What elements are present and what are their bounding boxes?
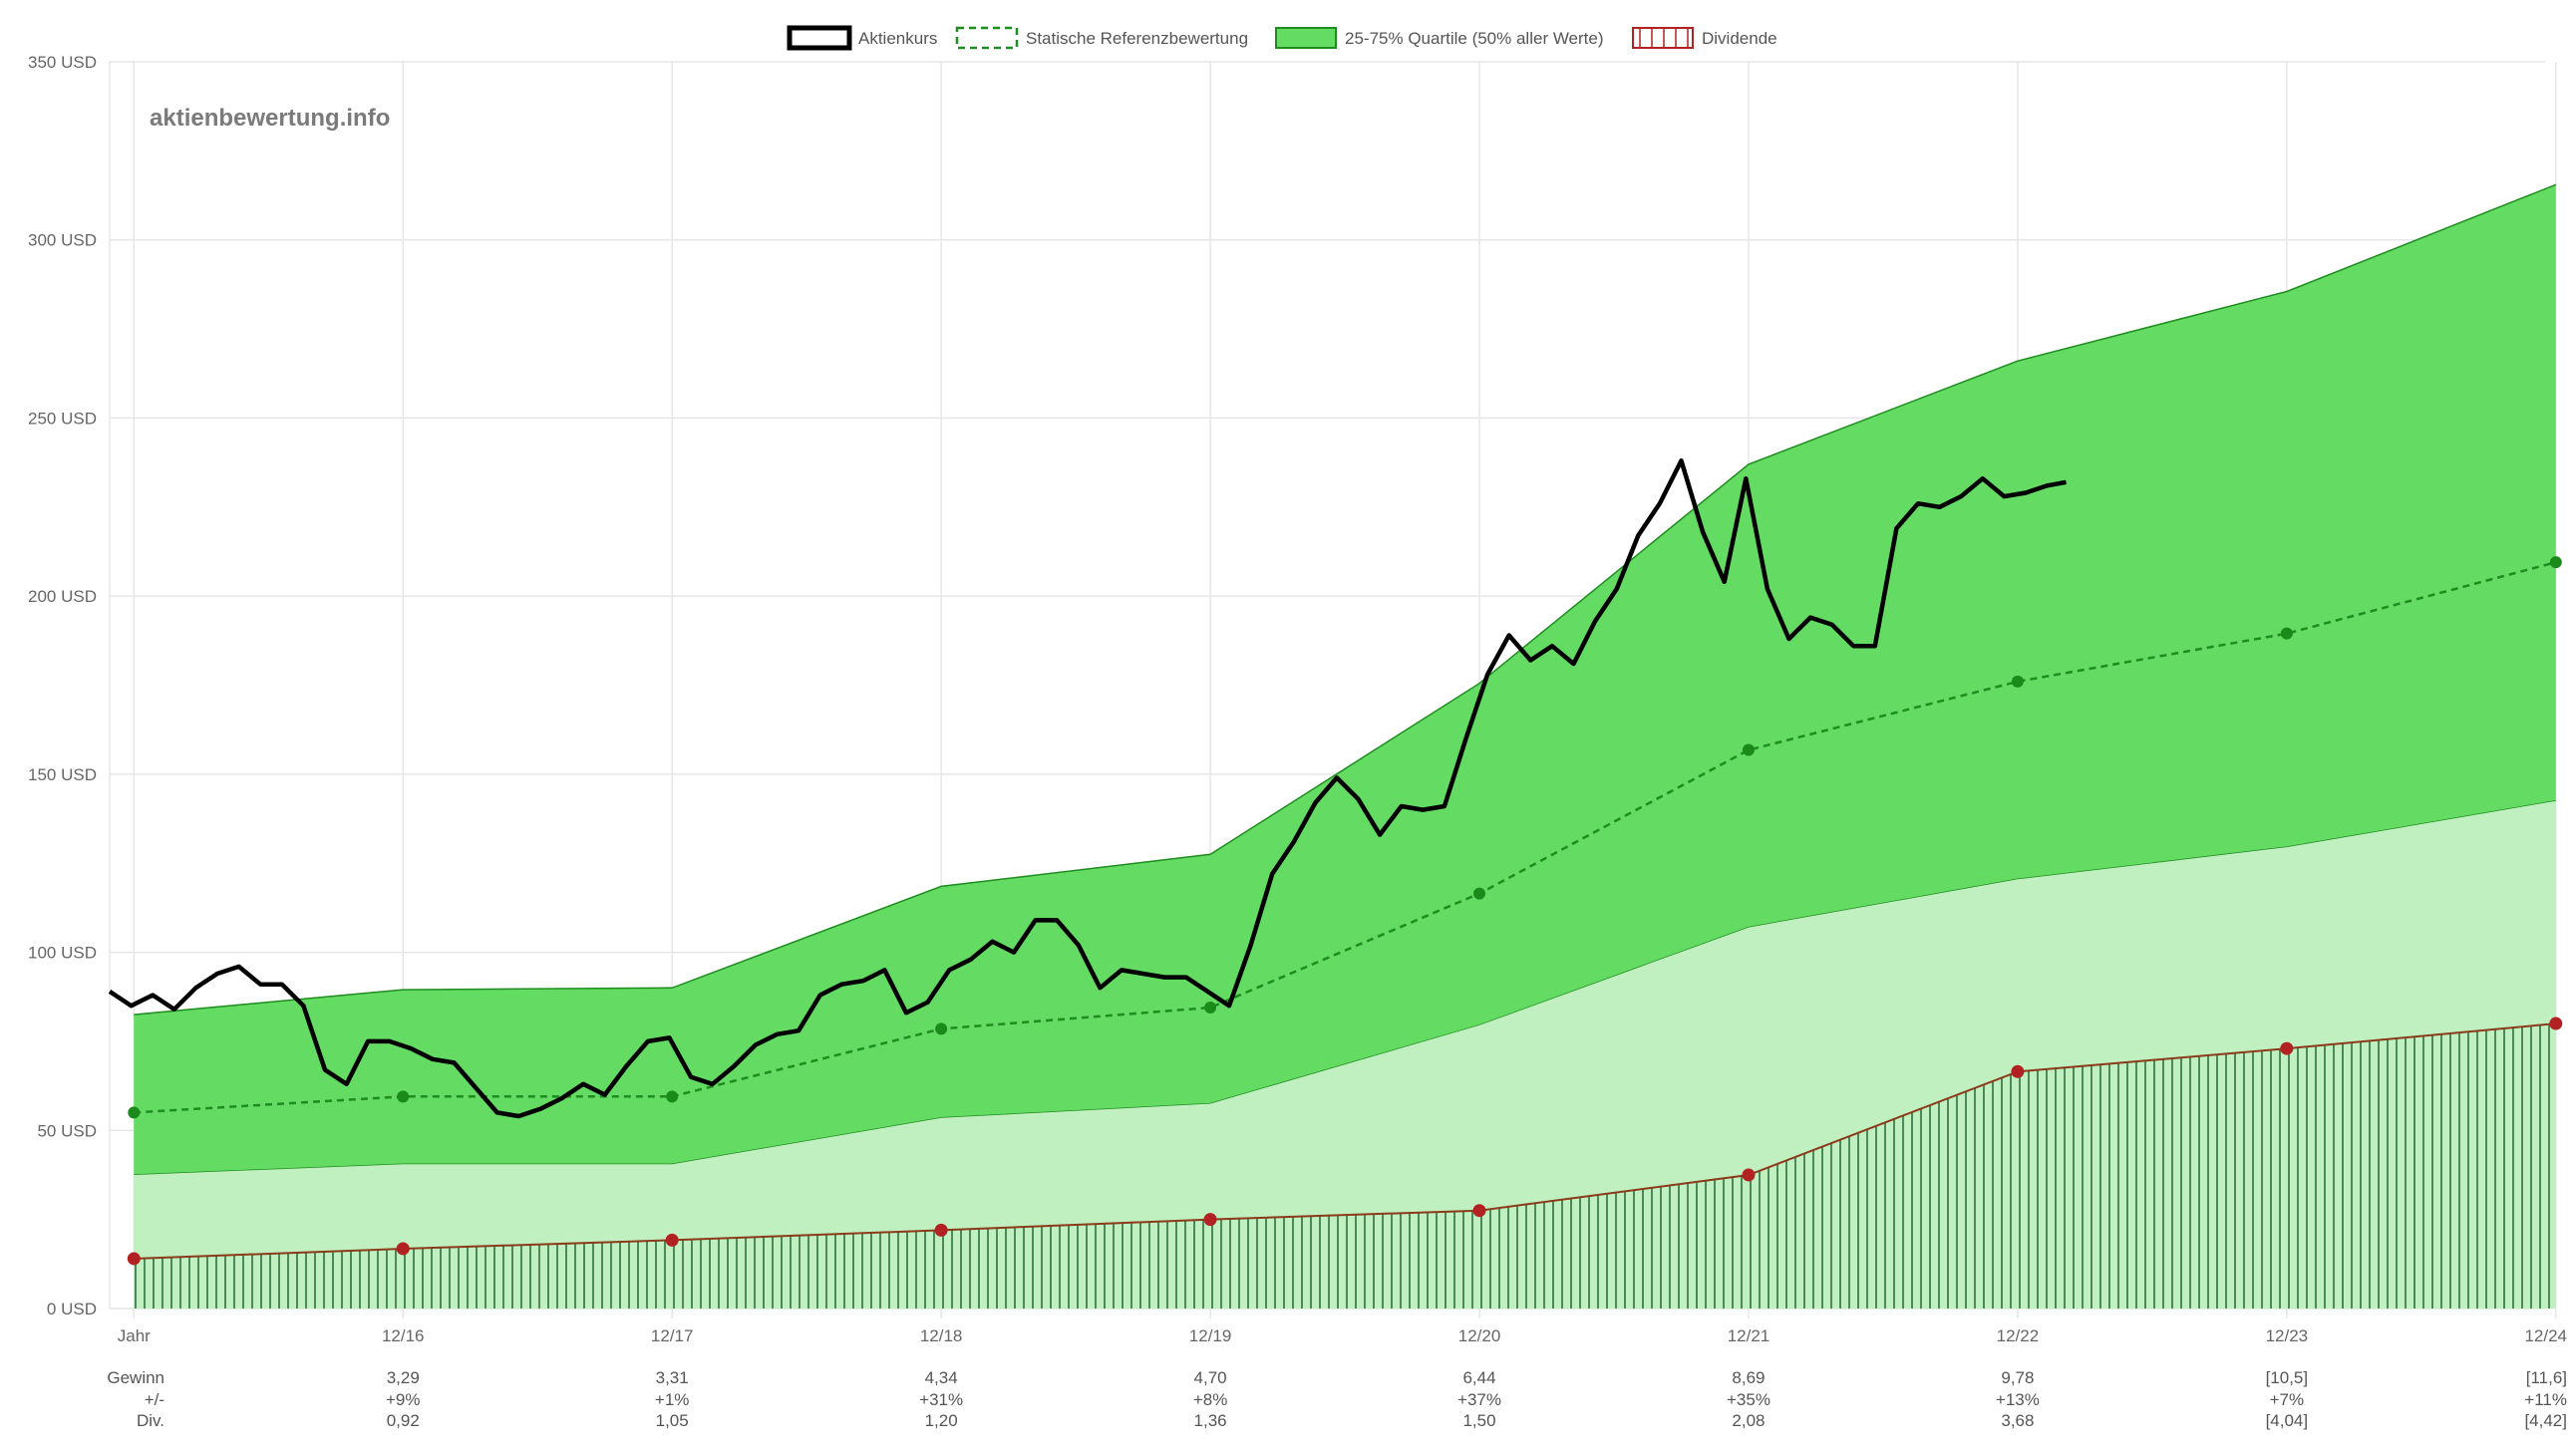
table-row-label: +/- <box>145 1390 164 1409</box>
table-cell: 1,36 <box>1194 1411 1227 1430</box>
table-cell: [4,04] <box>2266 1411 2309 1430</box>
table-cell: +1% <box>655 1390 690 1409</box>
table-cell: 3,31 <box>656 1368 689 1387</box>
stock-price-line <box>108 458 2067 1119</box>
table-cell: +13% <box>1996 1390 2040 1409</box>
y-tick-label: 350 USD <box>28 53 97 72</box>
table-cell: +31% <box>919 1390 963 1409</box>
x-tick-label: Jahr <box>118 1326 151 1345</box>
dividend-point <box>2011 1064 2025 1078</box>
line-layer <box>108 458 2557 1119</box>
legend: Aktienkurs Statische Referenzbewertung 2… <box>787 25 1777 51</box>
table-cell: 2,08 <box>1732 1411 1765 1430</box>
dividend-point <box>2280 1041 2294 1055</box>
table-cell: 1,05 <box>656 1411 689 1430</box>
legend-item-quartile[interactable]: 25-75% Quartile (50% aller Werte) <box>1275 27 1604 49</box>
quartile-band-area <box>134 184 2556 1176</box>
table-cell: 4,34 <box>925 1368 958 1387</box>
reference-point <box>1204 1001 1217 1014</box>
x-tick-label: 12/21 <box>1728 1326 1770 1345</box>
table-row-label: Gewinn <box>107 1368 164 1387</box>
y-tick-label: 50 USD <box>37 1121 97 1140</box>
dividend-point <box>1742 1168 1756 1182</box>
dividend-point <box>934 1223 948 1237</box>
table-row-label: Div. <box>137 1411 164 1430</box>
table-cell: +7% <box>2270 1390 2305 1409</box>
watermark: aktienbewertung.info <box>150 105 390 132</box>
table-cell: +9% <box>386 1390 421 1409</box>
y-axis-ticks: 0 USD 50 USD 100 USD 150 USD 200 USD 250 USD 3… <box>28 53 97 1318</box>
reference-point <box>1473 887 1486 900</box>
legend-swatch-price <box>787 25 852 51</box>
table-cell: +35% <box>1727 1390 1770 1409</box>
reference-point <box>2549 556 2562 569</box>
reference-point <box>1742 743 1755 756</box>
x-tick-label: 12/16 <box>382 1326 425 1345</box>
table-cell: 3,68 <box>2001 1411 2034 1430</box>
dividend-point <box>396 1242 410 1256</box>
dividend-point <box>2549 1017 2563 1030</box>
dividend-area <box>134 1023 2556 1309</box>
reference-point <box>2011 675 2024 688</box>
table-cell: [10,5] <box>2266 1368 2309 1387</box>
y-tick-label: 200 USD <box>28 587 97 606</box>
legend-swatch-quartile <box>1275 27 1337 49</box>
legend-item-dividend[interactable]: Dividende <box>1632 27 1777 49</box>
legend-label-dividend: Dividende <box>1702 29 1777 48</box>
table-cell: +8% <box>1193 1390 1228 1409</box>
table-cell: +37% <box>1457 1390 1501 1409</box>
legend-label-price: Aktienkurs <box>858 29 937 48</box>
dividend-point <box>127 1252 141 1266</box>
table-cell: 3,29 <box>387 1368 420 1387</box>
table-cell: 0,92 <box>387 1411 420 1430</box>
dividend-point <box>665 1233 679 1247</box>
quartile-upper-line <box>134 183 2557 1016</box>
x-tick-label: 12/19 <box>1189 1326 1232 1345</box>
y-tick-label: 300 USD <box>28 231 97 250</box>
dividend-line <box>134 1022 2556 1260</box>
dividend-point <box>1203 1213 1217 1227</box>
table-cell: 4,70 <box>1194 1368 1227 1387</box>
reference-point <box>128 1106 141 1119</box>
x-tick-label: 12/17 <box>651 1326 694 1345</box>
table-cell: [4,42] <box>2524 1411 2567 1430</box>
reference-point <box>935 1022 948 1035</box>
x-tick-label: 12/18 <box>920 1326 963 1345</box>
table-cell: 1,20 <box>925 1411 958 1430</box>
legend-swatch-dividend <box>1632 27 1694 49</box>
table-cell: +11% <box>2524 1390 2567 1409</box>
x-tick-label: 12/20 <box>1458 1326 1501 1345</box>
reference-point <box>2280 627 2293 640</box>
legend-label-reference: Statische Referenzbewertung <box>1026 29 1248 48</box>
y-tick-label: 150 USD <box>28 765 97 784</box>
legend-label-quartile: 25-75% Quartile (50% aller Werte) <box>1345 29 1604 48</box>
table-cell: 8,69 <box>1732 1368 1765 1387</box>
reference-point <box>666 1090 679 1103</box>
y-tick-label: 250 USD <box>28 409 97 428</box>
table-cell: 1,50 <box>1462 1411 1495 1430</box>
x-tick-label: 12/23 <box>2266 1326 2309 1345</box>
x-tick-label: 12/22 <box>1997 1326 2040 1345</box>
reference-point <box>397 1090 410 1103</box>
point-layer <box>127 556 2563 1266</box>
table-cell: [11,6] <box>2526 1368 2567 1387</box>
legend-item-price[interactable]: Aktienkurs <box>787 25 937 51</box>
table-cell: 6,44 <box>1462 1368 1495 1387</box>
x-axis-ticks: Jahr 12/16 12/17 12/18 12/19 12/20 12/21 12/22 1… <box>118 1326 2567 1345</box>
y-tick-label: 0 USD <box>47 1300 97 1318</box>
reference-valuation-line <box>134 560 2557 1114</box>
area-layer <box>134 183 2557 1309</box>
legend-item-reference[interactable]: Statische Referenzbewertung <box>955 26 1248 50</box>
table-cell: 9,78 <box>2001 1368 2034 1387</box>
x-tick-label: 12/24 <box>2524 1326 2567 1345</box>
data-table: Gewinn 3,29 3,31 4,34 4,70 6,44 8,69 9,78 [10,5]… <box>107 1368 2567 1430</box>
legend-swatch-reference <box>955 26 1019 50</box>
y-tick-label: 100 USD <box>28 944 97 963</box>
dividend-point <box>1472 1204 1486 1218</box>
